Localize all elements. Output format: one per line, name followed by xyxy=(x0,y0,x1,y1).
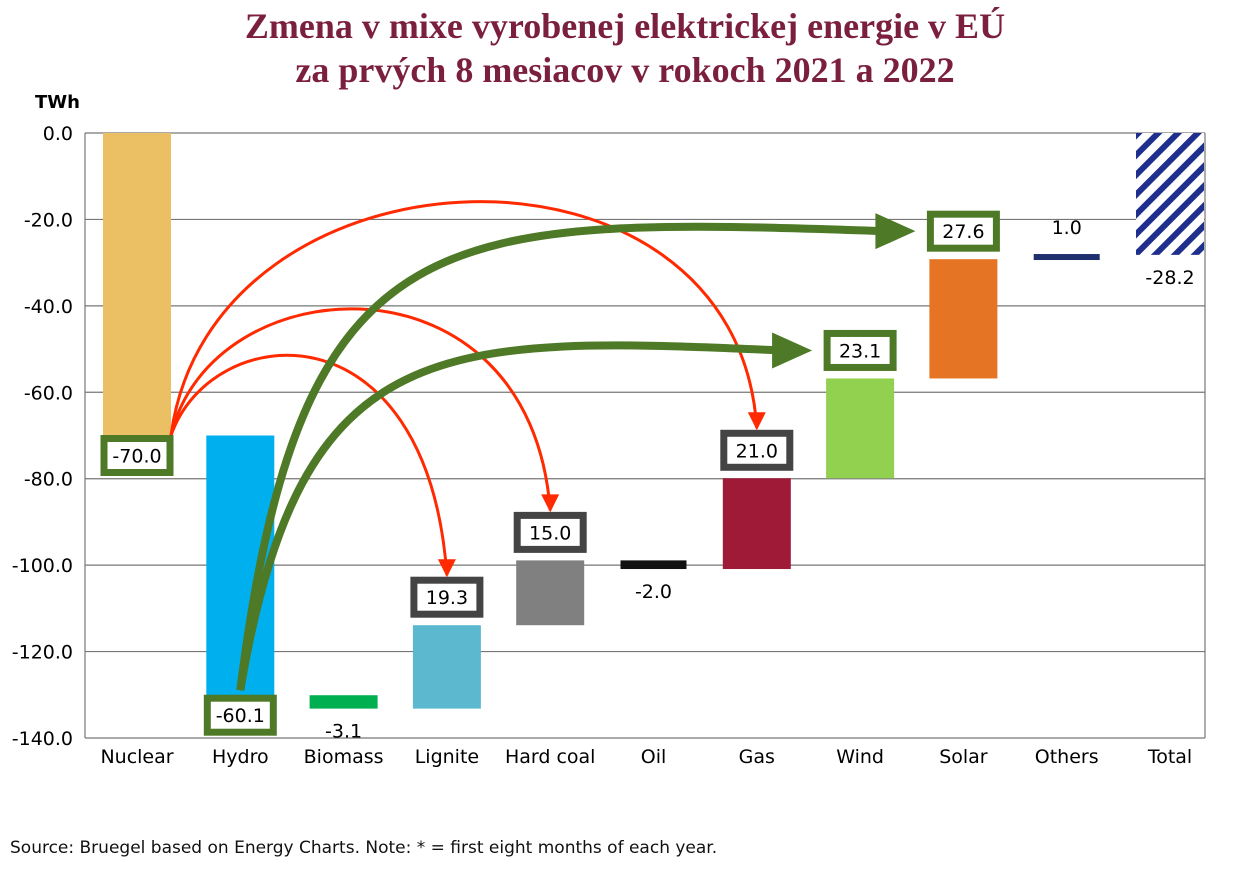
y-tick-label: -40.0 xyxy=(24,296,73,318)
value-label: 1.0 xyxy=(1052,217,1082,239)
value-label-box xyxy=(823,329,897,371)
bar-nuclear xyxy=(103,133,171,436)
y-axis-label: TWh xyxy=(35,92,80,113)
value-label: -2.0 xyxy=(635,581,672,603)
y-tick-label: -60.0 xyxy=(24,382,73,404)
arrowhead xyxy=(875,213,916,250)
y-tick-label: 0.0 xyxy=(43,123,73,145)
y-tick-label: -100.0 xyxy=(12,555,73,577)
value-label-box xyxy=(100,435,174,476)
value-label-box xyxy=(203,694,277,736)
x-tick-label: Hydro xyxy=(212,746,269,768)
chart-title-line1: Zmena v mixe vyrobenej elektrickej energ… xyxy=(244,6,1006,46)
value-label: -60.1 xyxy=(216,705,265,727)
bar-oil xyxy=(620,560,687,570)
x-tick-label: Oil xyxy=(641,746,667,768)
y-tick-label: -80.0 xyxy=(24,469,73,491)
bar-solar xyxy=(929,259,998,379)
arrowhead xyxy=(772,332,813,369)
x-tick-label: Gas xyxy=(739,746,775,768)
bar-others xyxy=(1033,254,1100,261)
bar-biomass xyxy=(309,695,378,709)
x-tick-label: Hard coal xyxy=(505,746,596,768)
x-tick-label: Lignite xyxy=(415,746,479,768)
source-note: Source: Bruegel based on Energy Charts. … xyxy=(10,838,718,858)
value-label: -70.0 xyxy=(112,446,161,468)
arrow-nuclear-to-gas xyxy=(169,200,759,436)
bar-wind xyxy=(826,378,895,479)
arrowhead xyxy=(747,412,766,431)
bar-lignite xyxy=(412,625,481,709)
value-label: 15.0 xyxy=(529,522,571,544)
value-label-box xyxy=(720,429,794,471)
value-label: -3.1 xyxy=(325,721,362,743)
arrowhead xyxy=(437,559,456,578)
arrow-hydro-to-wind xyxy=(236,341,783,691)
value-label: 27.6 xyxy=(942,221,984,243)
arrowhead xyxy=(541,494,560,513)
x-tick-label: Others xyxy=(1035,746,1099,768)
value-label-box xyxy=(926,210,1000,252)
value-label-box xyxy=(513,511,587,553)
x-tick-label: Nuclear xyxy=(100,746,173,768)
value-label-box xyxy=(410,576,484,618)
bar-gas xyxy=(722,478,791,570)
arrow-nuclear-to-lignite xyxy=(169,354,449,576)
value-label: 23.1 xyxy=(839,340,881,362)
value-label: -28.2 xyxy=(1145,267,1194,289)
y-tick-label: -20.0 xyxy=(24,209,73,231)
bar-hard-coal xyxy=(516,560,585,626)
x-tick-label: Biomass xyxy=(304,746,384,768)
chart-title-line2: za prvých 8 mesiacov v rokoch 2021 a 202… xyxy=(295,50,955,90)
arrow-hydro-to-solar xyxy=(236,222,886,691)
value-label: 21.0 xyxy=(736,440,778,462)
y-tick-label: -120.0 xyxy=(12,642,73,664)
x-tick-label: Wind xyxy=(836,746,884,768)
value-label: 19.3 xyxy=(426,587,468,609)
bar-total xyxy=(1136,133,1204,255)
y-tick-label: -140.0 xyxy=(12,728,73,750)
x-tick-label: Solar xyxy=(939,746,988,768)
x-tick-label: Total xyxy=(1147,746,1192,768)
